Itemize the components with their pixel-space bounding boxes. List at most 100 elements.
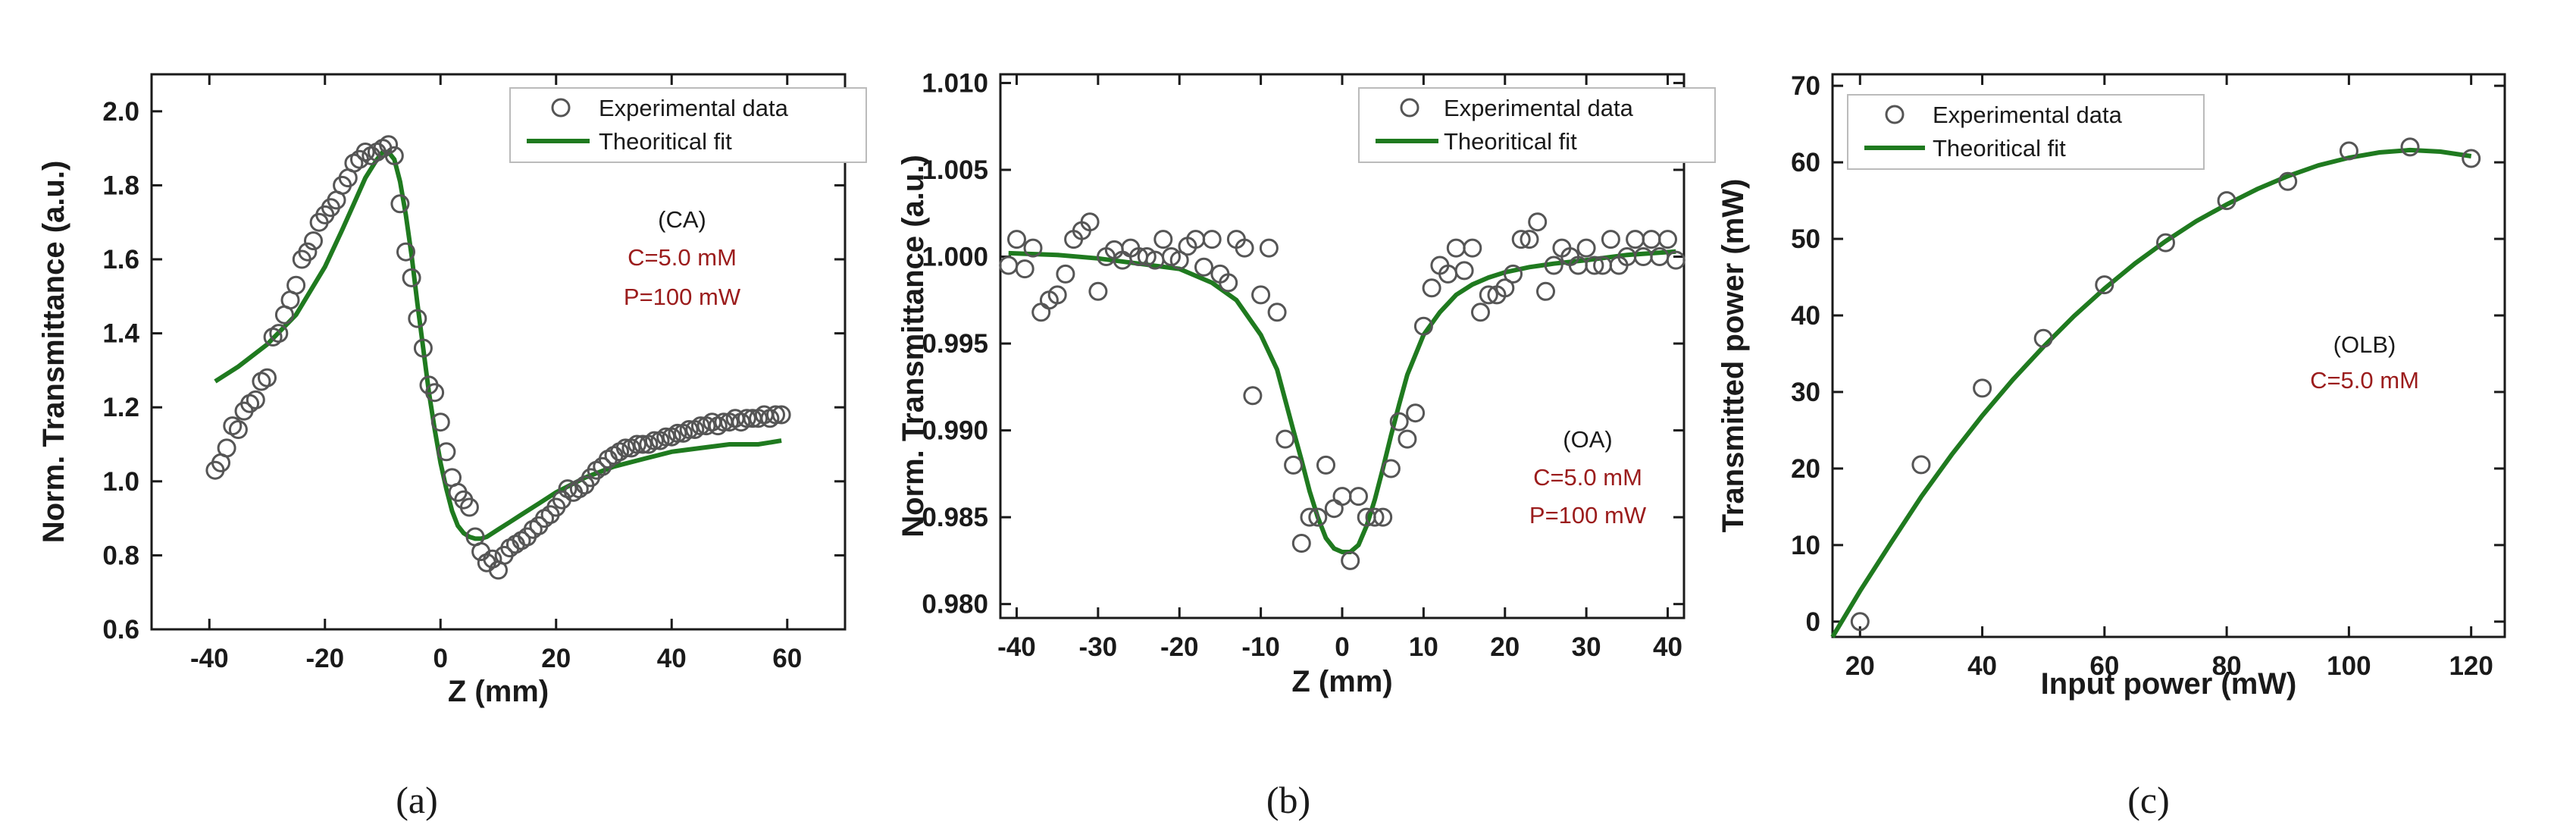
- data-point: [1243, 386, 1263, 406]
- data-point: [437, 442, 456, 462]
- data-point: [1536, 281, 1555, 301]
- data-point: [1398, 429, 1417, 449]
- y-tick-label: 1.2: [102, 393, 139, 422]
- data-point: [737, 409, 756, 428]
- annotation-conc: C=5.0 mM: [2310, 367, 2419, 394]
- legend-box: [509, 87, 867, 163]
- data-point: [1373, 507, 1393, 527]
- data-point: [1626, 230, 1645, 249]
- x-tick-label: -20: [1160, 632, 1199, 662]
- data-point: [2217, 191, 2236, 211]
- data-point: [408, 309, 427, 328]
- x-tick-label: 100: [2327, 651, 2371, 681]
- data-point: [2400, 137, 2420, 157]
- annotation-power: P=100 mW: [624, 284, 741, 310]
- data-point: [1585, 256, 1604, 275]
- data-point: [1341, 550, 1360, 570]
- data-point: [1389, 412, 1409, 431]
- y-axis-title: Transmitted power (mW): [1717, 179, 1750, 533]
- data-point: [1520, 230, 1539, 249]
- data-point: [1088, 281, 1108, 301]
- legend-label-experimental: Experimental data: [1444, 95, 1634, 121]
- panel-label: (b): [1266, 779, 1310, 821]
- y-tick-label: 10: [1791, 531, 1820, 560]
- data-point: [656, 427, 676, 447]
- panel-label: (a): [396, 779, 438, 821]
- x-tick-label: 80: [2212, 651, 2242, 681]
- data-point: [258, 368, 277, 387]
- data-point: [298, 242, 318, 262]
- legend-marker: [551, 98, 571, 118]
- data-point: [286, 275, 306, 295]
- x-tick-label: 40: [1967, 651, 1997, 681]
- data-point: [1349, 487, 1368, 507]
- x-tick-label: -20: [305, 644, 344, 673]
- data-point: [1666, 250, 1686, 270]
- y-tick-label: 0.6: [102, 615, 139, 645]
- x-axis-title: Z (mm): [1291, 665, 1392, 698]
- data-point: [1463, 238, 1482, 258]
- data-point: [679, 420, 699, 439]
- x-tick-label: 120: [2449, 651, 2493, 681]
- y-tick-label: 1.000: [922, 243, 988, 272]
- chart-2: -40 -30 -20 -10 0 10 20 30 40 0.980 0.985 0.990 0.99…: [897, 68, 1716, 821]
- data-point: [1658, 230, 1677, 249]
- data-point: [1194, 257, 1213, 277]
- data-point: [379, 135, 399, 155]
- data-point: [1642, 230, 1661, 249]
- data-point: [1332, 487, 1352, 507]
- x-tick-label: 20: [1845, 651, 1875, 681]
- data-point: [708, 416, 728, 436]
- data-point: [459, 497, 479, 517]
- x-axis-title: Input power (mW): [2041, 667, 2297, 701]
- y-tick-label: 20: [1791, 454, 1820, 484]
- x-tick-label: 40: [1653, 632, 1682, 662]
- data-point: [1300, 507, 1319, 527]
- y-tick-label: 30: [1791, 378, 1820, 407]
- data-point: [766, 405, 785, 425]
- legend-marker: [1885, 105, 1905, 124]
- data-point: [731, 412, 751, 432]
- data-point: [1850, 612, 1870, 632]
- x-tick-label: -10: [1241, 632, 1280, 662]
- data-point: [1454, 261, 1474, 281]
- annotation-mode: (OLB): [2333, 331, 2396, 358]
- y-tick-label: 1.010: [922, 68, 988, 98]
- x-tick-label: 0: [434, 644, 448, 673]
- data-point: [772, 405, 791, 425]
- data-point: [2462, 149, 2481, 168]
- x-tick-label: -30: [1079, 632, 1118, 662]
- data-point: [1316, 455, 1335, 475]
- data-point: [1528, 212, 1548, 232]
- legend-label-fit: Theoritical fit: [1444, 128, 1577, 155]
- data-point: [223, 416, 243, 436]
- x-tick-label: 20: [541, 644, 571, 673]
- data-point: [2339, 141, 2358, 161]
- x-tick-label: 10: [1409, 632, 1438, 662]
- x-tick-label: -40: [190, 644, 229, 673]
- data-point: [628, 434, 646, 454]
- data-point: [1601, 230, 1620, 249]
- data-point: [1471, 303, 1490, 322]
- annotation-mode: (CA): [658, 206, 706, 233]
- data-point: [1259, 238, 1279, 258]
- y-tick-label: 50: [1791, 224, 1820, 254]
- data-point: [1169, 250, 1189, 270]
- y-tick-label: 1.6: [102, 245, 139, 274]
- data-point: [402, 268, 421, 287]
- legend-marker: [1400, 98, 1419, 118]
- data-point: [1576, 238, 1596, 258]
- y-tick-label: 0.8: [102, 541, 139, 570]
- x-tick-label: -40: [997, 632, 1036, 662]
- legend-box: [1358, 87, 1716, 163]
- data-point: [430, 412, 450, 432]
- x-tick-label: 20: [1490, 632, 1520, 662]
- data-point: [1633, 247, 1653, 266]
- data-point: [2033, 328, 2053, 348]
- data-point: [228, 420, 248, 439]
- annotation-power: P=100 mW: [1529, 502, 1647, 528]
- data-point: [615, 438, 635, 458]
- data-point: [999, 256, 1019, 275]
- data-point: [633, 434, 653, 454]
